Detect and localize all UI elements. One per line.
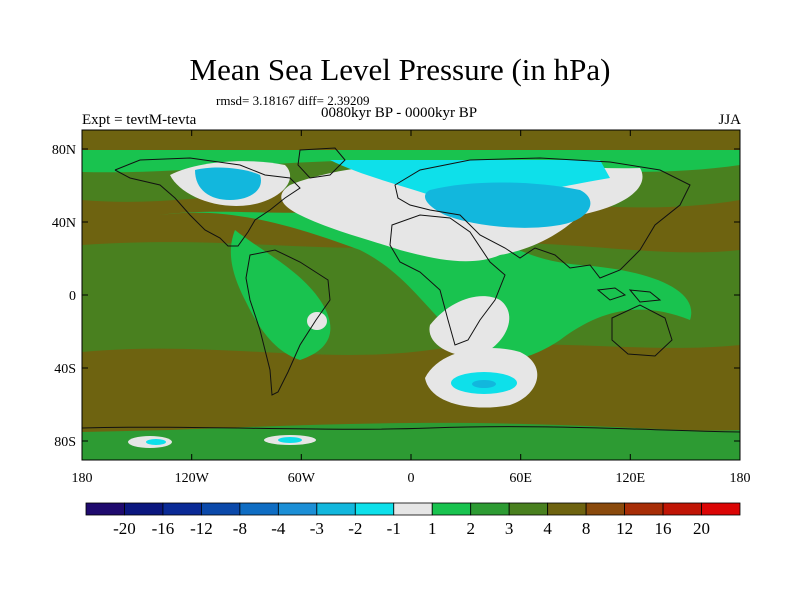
colorbar-label-11: 4: [543, 519, 552, 538]
colorbar-label-13: 12: [616, 519, 633, 538]
field-brazil-neutral: [307, 312, 327, 330]
lon-tick-60w: 60W: [288, 130, 316, 486]
field-africa-neutral: [429, 296, 510, 356]
colorbar-label-8: 1: [428, 519, 437, 538]
colorbar-swatch-1: [124, 502, 164, 516]
field-asia-blue: [425, 182, 591, 228]
lat-label-0: 0: [69, 289, 76, 304]
colorbar-label-15: 20: [693, 519, 710, 538]
field-tropics-green: [160, 211, 692, 360]
colorbar-swatch-7: [354, 502, 395, 516]
colorbar-label-4: -4: [271, 519, 286, 538]
lat-tick-80s: 80S: [54, 435, 740, 450]
colorbar-swatch-6: [316, 502, 356, 516]
colorbar-label-2: -12: [190, 519, 213, 538]
lat-tick-0: 0: [69, 289, 740, 304]
colorbar-label-0: -20: [113, 519, 136, 538]
map-title: Mean Sea Level Pressure (in hPa): [189, 52, 611, 87]
colorbar-swatch-8: [393, 502, 433, 516]
field-antarctic-cyan-1: [146, 439, 166, 445]
stats-label: rmsd= 3.18167 diff= 2.39209: [216, 93, 370, 108]
lon-label-60w: 60W: [288, 471, 316, 486]
colorbar-swatch-3: [201, 502, 241, 516]
coast-antarctica: [82, 426, 740, 433]
coast-africa: [389, 214, 506, 346]
colorbar-swatch-9: [431, 502, 472, 516]
lon-label-180e: 180: [730, 471, 751, 486]
lon-tick-120e: 120E: [616, 130, 646, 486]
lat-label-80s: 80S: [54, 435, 76, 450]
lon-label-180w: 180: [72, 471, 93, 486]
colorbar-swatch-13: [585, 502, 625, 516]
lon-label-0: 0: [408, 471, 415, 486]
lat-label-40s: 40S: [54, 362, 76, 377]
colorbar-label-14: 16: [655, 519, 672, 538]
colorbar-swatch-15: [662, 502, 702, 516]
colorbar-label-6: -2: [348, 519, 362, 538]
lat-tick-40s: 40S: [54, 362, 740, 377]
lon-tick-0: 0: [408, 130, 415, 486]
lon-tick-120w: 120W: [175, 130, 210, 486]
lon-tick-60e: 60E: [509, 130, 532, 486]
lat-tick-40n: 40N: [52, 216, 740, 231]
lon-tick-180e: 180: [730, 454, 751, 486]
field-canada-blue: [195, 167, 261, 200]
coast-eurasia: [394, 157, 691, 279]
season-label: JJA: [718, 112, 741, 128]
coast-greenland: [297, 147, 346, 179]
colorbar-label-7: -1: [387, 519, 401, 538]
lat-tick-80n: 80N: [52, 143, 740, 158]
lat-label-80n: 80N: [52, 143, 76, 158]
colorbar: -20 -16 -12 -8 -4 -3 -2 -1 1 2 3 4 8 12 16 20: [85, 502, 741, 538]
coast-north-america: [114, 157, 301, 247]
colorbar-label-5: -3: [310, 519, 324, 538]
colorbar-swatch-4: [239, 502, 279, 516]
coast-islands: [596, 287, 662, 303]
colorbar-swatch-16: [701, 502, 741, 516]
colorbar-swatch-12: [547, 502, 587, 516]
colorbar-label-12: 8: [582, 519, 591, 538]
colorbar-label-9: 2: [466, 519, 475, 538]
colorbar-swatch-14: [624, 502, 664, 516]
lon-label-120e: 120E: [616, 471, 646, 486]
field-south-america-green: [230, 230, 331, 360]
lon-label-120w: 120W: [175, 471, 210, 486]
colorbar-swatch-11: [508, 502, 549, 516]
lon-label-60e: 60E: [509, 471, 532, 486]
experiment-label: Expt = tevtM-tevta: [82, 112, 197, 128]
field-antarctic-cyan-2: [278, 437, 302, 443]
coast-south-america: [245, 249, 331, 396]
colorbar-label-1: -16: [152, 519, 175, 538]
colorbar-label-3: -8: [233, 519, 247, 538]
colorbar-swatch-5: [277, 502, 318, 516]
colorbar-swatch-10: [470, 502, 510, 516]
lat-label-40n: 40N: [52, 216, 76, 231]
coast-australia: [611, 304, 673, 357]
coastlines: [82, 147, 740, 433]
pressure-field: [82, 130, 740, 460]
latitude-axis: 80N 40N 0 40S 80S: [52, 143, 740, 450]
colorbar-label-10: 3: [505, 519, 514, 538]
longitude-axis: 180 120W 60W 0 60E 120E 180: [72, 130, 751, 486]
colorbar-swatch-2: [162, 502, 202, 516]
field-antarctic-green: [82, 422, 740, 460]
colorbar-swatch-0: [85, 502, 125, 516]
field-south-ocean-blue: [472, 380, 496, 388]
period-label: 0080kyr BP - 0000kyr BP: [321, 105, 478, 121]
lon-tick-180w: 180: [72, 454, 93, 486]
